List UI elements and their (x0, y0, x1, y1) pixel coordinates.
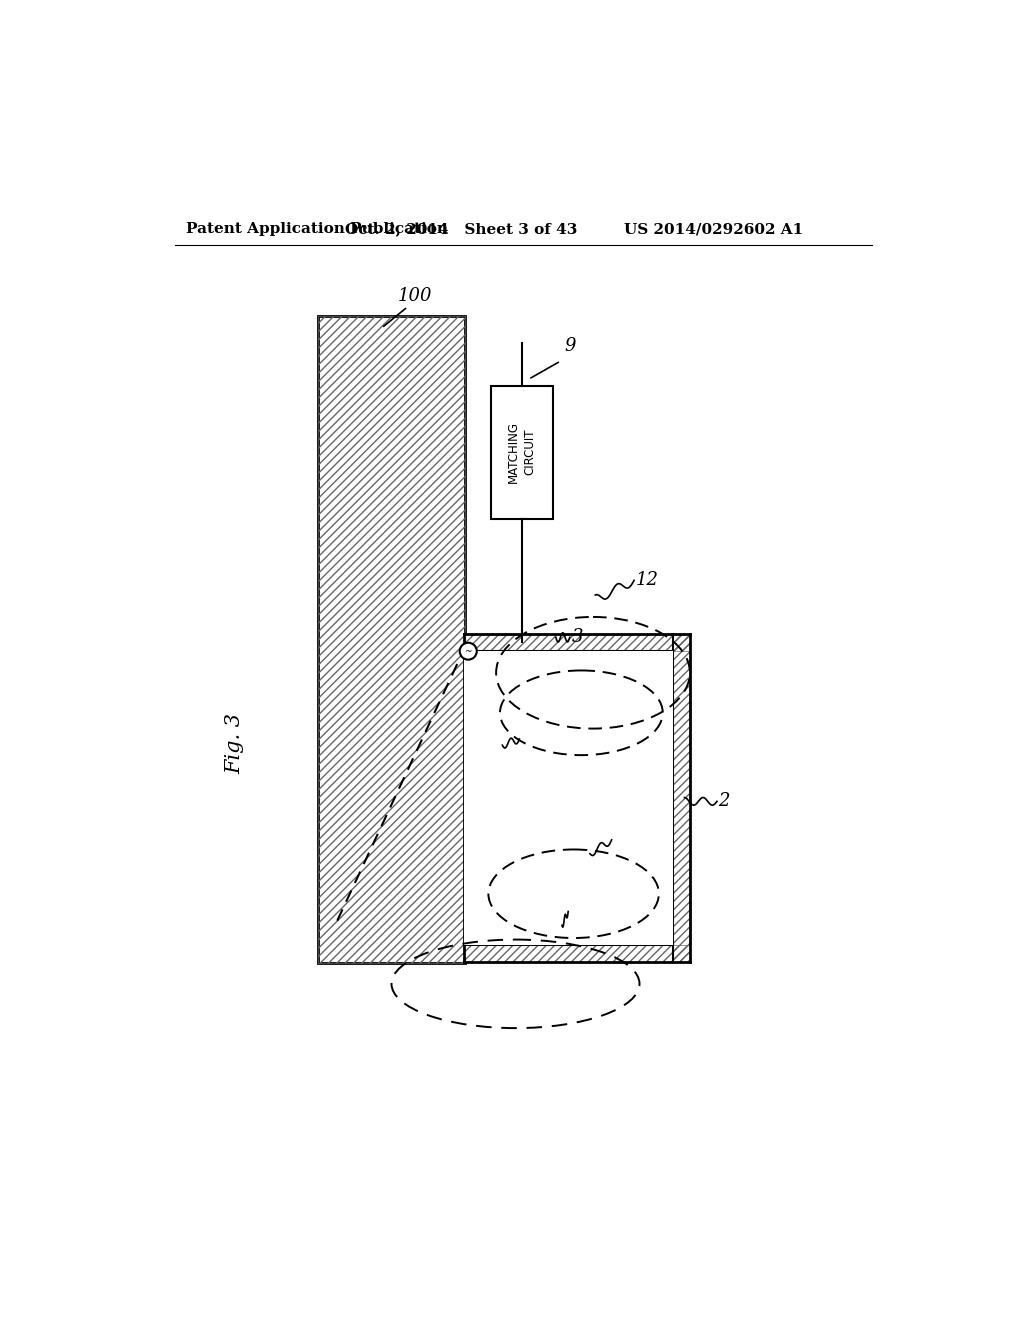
Polygon shape (464, 635, 690, 961)
Text: MATCHING
CIRCUIT: MATCHING CIRCUIT (507, 421, 537, 483)
Text: 2: 2 (719, 792, 730, 810)
Text: 12: 12 (636, 572, 658, 589)
Text: 100: 100 (397, 286, 432, 305)
Text: 3: 3 (571, 628, 583, 647)
Circle shape (460, 643, 477, 660)
Text: 1: 1 (562, 903, 573, 920)
Text: US 2014/0292602 A1: US 2014/0292602 A1 (624, 222, 803, 236)
Polygon shape (317, 317, 465, 964)
Text: Oct. 2, 2014   Sheet 3 of 43: Oct. 2, 2014 Sheet 3 of 43 (345, 222, 578, 236)
Text: 13: 13 (613, 830, 636, 849)
Polygon shape (464, 651, 673, 945)
Text: Fig. 3: Fig. 3 (225, 713, 245, 774)
Polygon shape (490, 385, 553, 519)
Text: 10: 10 (504, 737, 527, 754)
Text: Patent Application Publication: Patent Application Publication (186, 222, 449, 236)
Text: 9: 9 (564, 337, 575, 355)
Text: ~: ~ (465, 647, 472, 656)
